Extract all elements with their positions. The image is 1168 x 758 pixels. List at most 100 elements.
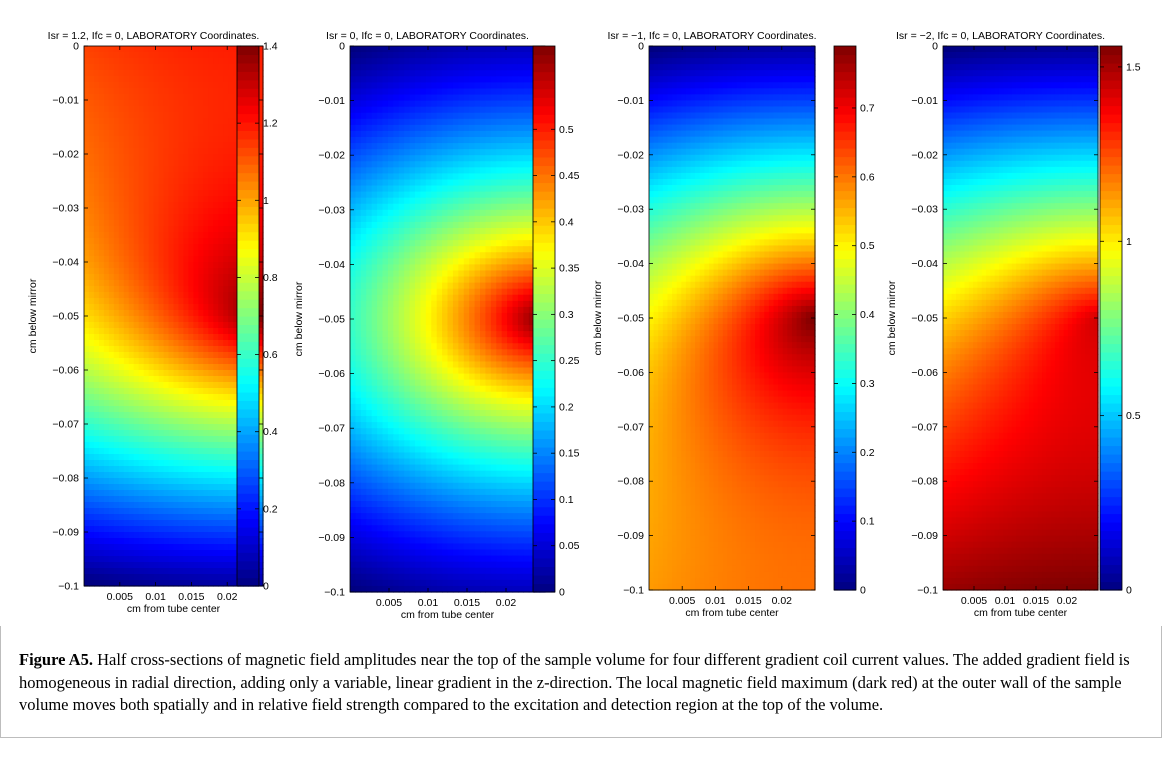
heatmap-cell — [452, 70, 459, 77]
colorbar-segment — [237, 434, 259, 444]
heatmap-cell — [128, 412, 135, 419]
heatmap-cell — [213, 130, 219, 137]
heatmap-cell — [93, 100, 100, 107]
heatmap-cell — [409, 264, 416, 272]
heatmap-cell — [431, 191, 438, 199]
heatmap-cell — [480, 240, 487, 247]
heatmap-cell — [84, 130, 90, 137]
heatmap-cell — [523, 118, 530, 126]
heatmap-cell — [512, 70, 519, 77]
heatmap-cell — [223, 286, 229, 293]
heatmap-cell — [183, 232, 190, 239]
heatmap-cell — [469, 130, 476, 138]
heatmap-cell — [168, 568, 175, 575]
heatmap-cell — [178, 508, 185, 515]
heatmap-cell — [233, 544, 239, 551]
heatmap-cell — [501, 300, 508, 308]
heatmap-cell — [148, 142, 155, 149]
heatmap-cell — [425, 155, 432, 162]
heatmap-cell — [203, 316, 209, 323]
heatmap-cell — [183, 394, 190, 401]
heatmap-cell — [507, 94, 514, 102]
heatmap-cell — [158, 238, 165, 245]
heatmap-cell — [360, 124, 367, 132]
heatmap-cell — [158, 160, 165, 167]
heatmap-cell — [158, 466, 165, 473]
heatmap-cell — [490, 155, 497, 162]
heatmap-cell — [108, 286, 115, 293]
heatmap-cell — [447, 228, 454, 235]
heatmap-cell — [469, 118, 476, 126]
heatmap-cell — [233, 562, 239, 569]
heatmap-cell — [355, 221, 362, 229]
heatmap-cell — [409, 306, 416, 314]
heatmap-cell — [208, 550, 214, 557]
colorbar-segment — [237, 282, 259, 292]
heatmap-cell — [218, 148, 224, 155]
heatmap-cell — [213, 178, 219, 185]
heatmap-cell — [409, 46, 416, 53]
heatmap-cell — [138, 208, 145, 215]
heatmap-cell — [228, 340, 234, 347]
heatmap-cell — [523, 300, 530, 308]
heatmap-cell — [523, 215, 530, 223]
heatmap-cell — [452, 46, 459, 53]
heatmap-cell — [88, 238, 95, 245]
heatmap-cell — [203, 400, 209, 407]
heatmap-cell — [409, 234, 416, 241]
heatmap-cell — [366, 58, 373, 65]
heatmap-cell — [84, 424, 90, 431]
heatmap-cell — [258, 424, 264, 431]
heatmap-cell — [474, 191, 481, 199]
heatmap-cell — [84, 94, 90, 101]
heatmap-cell — [163, 106, 170, 113]
colorbar-segment — [237, 113, 259, 123]
colorbar-segment — [237, 417, 259, 427]
heatmap-cell — [228, 508, 234, 515]
heatmap-cell — [158, 46, 165, 53]
heatmap-cell — [183, 562, 190, 569]
heatmap-cell — [523, 161, 530, 168]
heatmap-cell — [387, 264, 394, 272]
heatmap-cell — [218, 364, 224, 371]
heatmap-cell — [382, 215, 389, 223]
heatmap-cell — [452, 112, 459, 120]
heatmap-cell — [128, 112, 135, 119]
heatmap-cell — [213, 244, 219, 251]
heatmap-cell — [208, 412, 214, 419]
heatmap-cell — [490, 149, 497, 156]
heatmap-cell — [463, 209, 470, 217]
heatmap-cell — [203, 226, 209, 233]
heatmap-cell — [108, 406, 115, 413]
heatmap-cell — [442, 124, 449, 132]
heatmap-cell — [88, 472, 95, 479]
heatmap-cell — [425, 118, 432, 126]
heatmap-cell — [213, 472, 219, 479]
heatmap-cell — [143, 472, 150, 479]
heatmap-cell — [138, 106, 145, 113]
heatmap-cell — [355, 228, 362, 235]
heatmap-cell — [398, 112, 405, 120]
heatmap-cell — [208, 184, 214, 191]
heatmap-cell — [517, 124, 524, 132]
heatmap-cell — [398, 179, 405, 187]
heatmap-cell — [528, 76, 535, 83]
heatmap-cell — [173, 340, 180, 347]
colorbar-segment — [237, 96, 259, 106]
heatmap-cell — [108, 184, 115, 191]
heatmap-cell — [123, 136, 130, 143]
heatmap-cell — [148, 490, 155, 497]
panel-title: Isr = 1.2, Ifc = 0, LABORATORY Coordinat… — [48, 30, 260, 42]
heatmap-cell — [512, 52, 519, 59]
heatmap-cell — [153, 94, 160, 101]
heatmap-cell — [436, 252, 443, 259]
heatmap-cell — [458, 173, 465, 181]
heatmap-cell — [178, 526, 185, 533]
heatmap-cell — [118, 466, 125, 473]
heatmap-cell — [223, 226, 229, 233]
heatmap-cell — [193, 502, 199, 509]
heatmap-cell — [409, 270, 416, 278]
heatmap-cell — [163, 490, 170, 497]
heatmap-cell — [507, 155, 514, 162]
heatmap-cell — [98, 562, 105, 569]
